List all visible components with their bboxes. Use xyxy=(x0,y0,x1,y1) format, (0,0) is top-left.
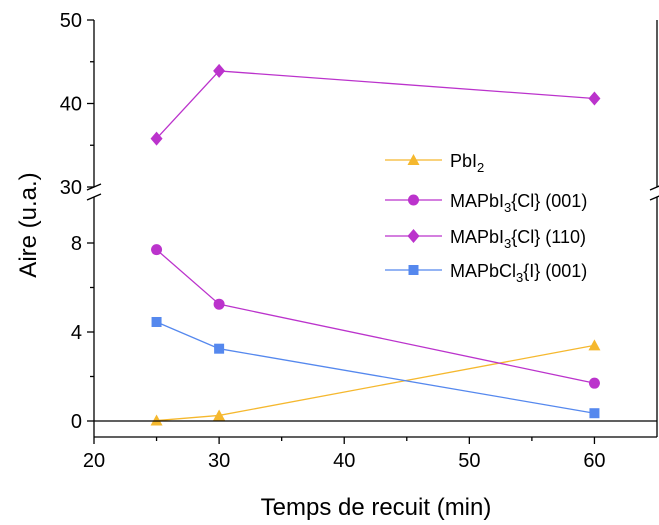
data-point-2-2 xyxy=(588,91,601,106)
data-point-0-1 xyxy=(213,409,226,421)
data-point-1-2 xyxy=(588,377,600,389)
data-point-3-1 xyxy=(214,343,225,354)
data-point-1-1 xyxy=(213,298,225,310)
data-point-2-0 xyxy=(150,131,163,146)
legend-marker-1 xyxy=(408,194,419,206)
x-axis-title: Temps de recuit (min) xyxy=(261,494,492,521)
series-1 xyxy=(151,244,600,389)
legend-item-3: MAPbCl3{I} (001) xyxy=(385,261,587,285)
data-point-0-0 xyxy=(150,414,163,426)
legend-marker-0 xyxy=(407,154,420,165)
series-3 xyxy=(151,316,600,419)
series-0 xyxy=(150,339,601,426)
series-line-3 xyxy=(156,321,595,414)
x-tick-label-1: 30 xyxy=(208,450,230,472)
legend-label-2: MAPbI3{Cl} (110) xyxy=(450,227,586,251)
x-tick-label-4: 60 xyxy=(583,450,605,472)
x-tick-label-2: 40 xyxy=(333,450,355,472)
axis-break-mask-0 xyxy=(86,187,102,197)
data-point-2-1 xyxy=(213,63,226,78)
legend-label-3: MAPbCl3{I} (001) xyxy=(450,261,587,285)
axis-break-mark-1-a xyxy=(649,185,659,191)
axis-break-mark-1-b xyxy=(649,195,659,201)
data-point-3-0 xyxy=(151,316,162,327)
y-lower-tick-label-0: 0 xyxy=(71,411,82,433)
y-lower-tick-label-1: 4 xyxy=(71,322,82,344)
y-lower-tick-label-2: 8 xyxy=(71,233,82,255)
x-tick-label-3: 50 xyxy=(458,450,480,472)
legend-marker-2 xyxy=(407,229,420,243)
legend-label-1: MAPbI3{Cl} (001) xyxy=(450,191,587,215)
legend: PbI2 MAPbI3{Cl} (001) MAPbI3{Cl} (110) MAPb… xyxy=(385,151,587,285)
axis-break-mask-1 xyxy=(649,187,659,197)
y-upper-tick-label-1: 40 xyxy=(60,94,82,116)
legend-marker-3 xyxy=(408,265,419,275)
y-upper-tick-label-0: 30 xyxy=(60,177,82,199)
legend-item-2: MAPbI3{Cl} (110) xyxy=(385,227,586,251)
axes-layer: 20 30 40 50 60 0 4 8 30 40 50 xyxy=(60,10,659,472)
x-tick-label-0: 20 xyxy=(83,450,105,472)
series-2 xyxy=(150,63,601,146)
legend-item-0: PbI2 xyxy=(385,151,484,175)
series-line-2 xyxy=(156,70,595,140)
legend-item-1: MAPbI3{Cl} (001) xyxy=(385,191,587,215)
y-axis-title: Aire (u.a.) xyxy=(15,172,42,277)
axis-break-mark-0-b xyxy=(86,193,102,201)
data-point-1-0 xyxy=(151,244,163,256)
series-layer xyxy=(150,63,601,426)
data-point-0-2 xyxy=(588,339,601,351)
y-upper-tick-label-2: 50 xyxy=(60,10,82,32)
legend-label-0: PbI2 xyxy=(450,151,484,175)
data-point-3-2 xyxy=(589,408,600,419)
series-line-0 xyxy=(156,344,595,422)
